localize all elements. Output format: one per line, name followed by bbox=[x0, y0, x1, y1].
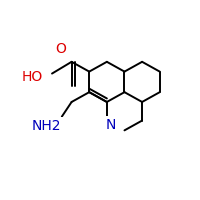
Text: NH2: NH2 bbox=[31, 119, 61, 133]
Text: O: O bbox=[55, 42, 66, 56]
Text: N: N bbox=[106, 118, 116, 132]
Text: HO: HO bbox=[22, 70, 43, 84]
